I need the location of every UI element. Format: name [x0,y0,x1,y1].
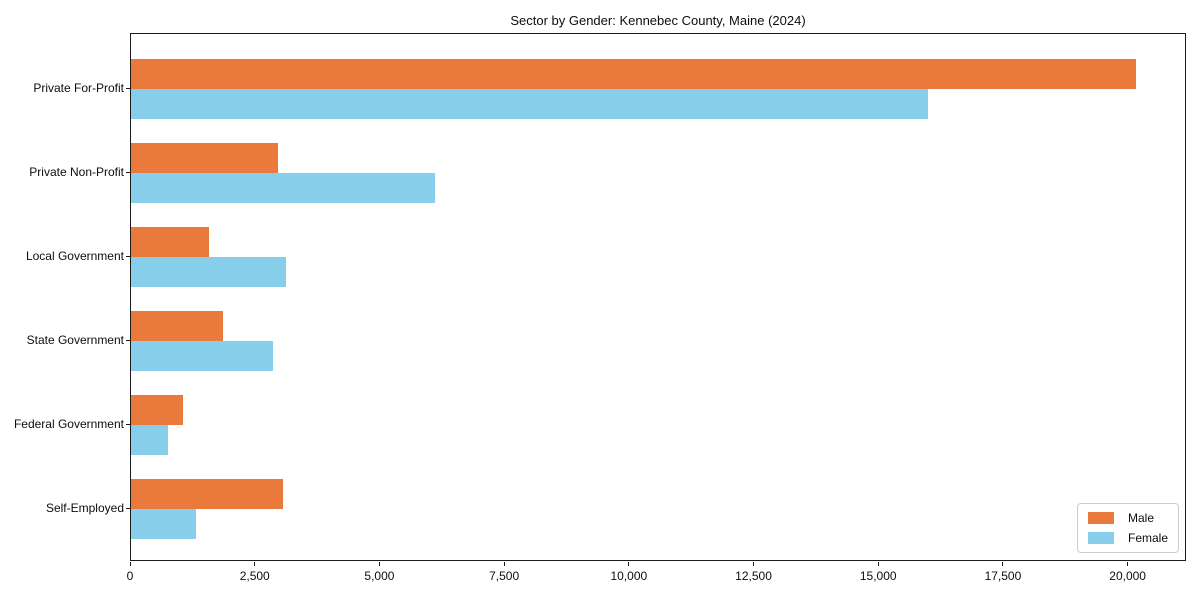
legend-swatch-male [1087,512,1114,524]
bar-female-private-for-profit [131,89,928,119]
x-tick-label-20-000: 20,000 [1109,569,1146,583]
x-tick-mark [877,562,879,566]
plot-area: Male Female [130,33,1186,561]
bar-male-federal-government [131,395,183,425]
y-tick-label-private-non-profit: Private Non-Profit [29,165,124,179]
y-tick-mark [126,88,130,89]
legend: Male Female [1076,503,1179,553]
x-tick-mark [753,562,755,566]
y-tick-label-private-for-profit: Private For-Profit [33,81,124,95]
y-tick-label-federal-government: Federal Government [13,417,124,431]
x-tick-mark [1127,562,1129,566]
x-tick-label-12-500: 12,500 [735,569,772,583]
x-tick-label-5-000: 5,000 [364,569,395,583]
chart-title: Sector by Gender: Kennebec County, Maine… [510,13,806,28]
bar-male-local-government [131,227,210,257]
y-tick-mark [126,256,130,257]
bar-female-federal-government [131,425,168,455]
bar-male-self-employed [131,479,283,509]
y-tick-mark [126,424,130,425]
bar-male-state-government [131,311,224,341]
bar-female-self-employed [131,509,196,539]
legend-row-male: Male [1087,511,1168,525]
legend-swatch-female [1087,532,1114,544]
bar-female-local-government [131,257,287,287]
x-tick-mark [378,562,380,566]
bar-male-private-non-profit [131,143,278,173]
x-tick-label-2-500: 2,500 [239,569,270,583]
x-tick-label-15-000: 15,000 [859,569,897,583]
x-tick-label-10-000: 10,000 [610,569,648,583]
x-tick-label-0: 0 [126,569,134,583]
x-tick-mark [254,562,256,566]
legend-label-female: Female [1127,531,1168,545]
y-tick-label-self-employed: Self-Employed [45,501,124,515]
x-tick-label-17-500: 17,500 [984,569,1022,583]
x-tick-label-7-500: 7,500 [489,569,520,583]
y-tick-mark [126,172,130,173]
legend-row-female: Female [1087,531,1168,545]
y-tick-label-local-government: Local Government [25,249,124,263]
bar-male-private-for-profit [131,59,1137,89]
y-tick-label-state-government: State Government [26,333,124,347]
bar-female-state-government [131,341,273,371]
x-tick-mark [503,562,505,566]
x-tick-mark [628,562,630,566]
x-tick-mark [129,562,131,566]
legend-label-male: Male [1127,511,1154,525]
y-tick-mark [126,508,130,509]
bar-female-private-non-profit [131,173,436,203]
y-tick-mark [126,340,130,341]
x-tick-mark [1002,562,1004,566]
